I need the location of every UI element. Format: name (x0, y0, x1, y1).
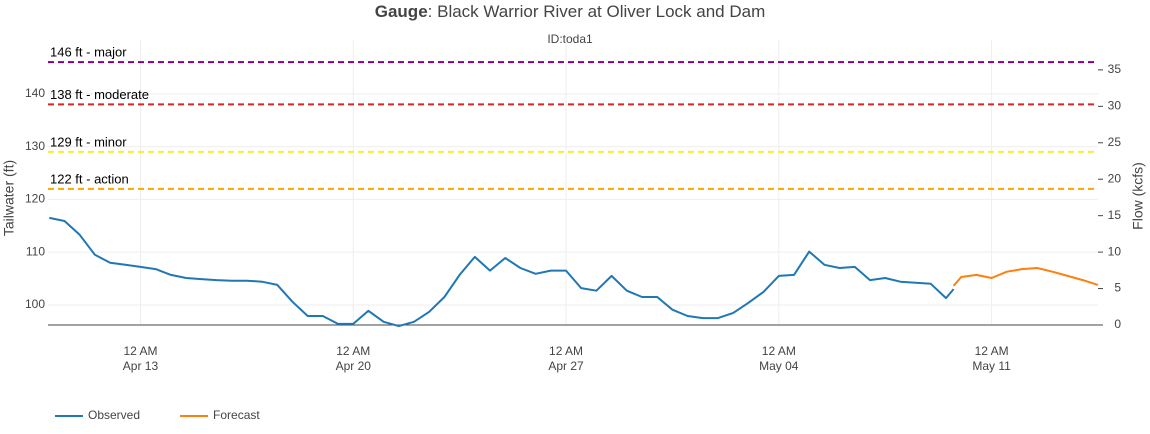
y2-tick-label: 0 (1114, 317, 1121, 331)
x-tick-label: 12 AM (549, 344, 583, 358)
y-tick-label: 140 (25, 86, 45, 100)
y-tick-label: 110 (26, 244, 45, 258)
x-tick-label: 12 AM (336, 344, 370, 358)
y-axis-title: Tailwater (ft) (1, 160, 17, 236)
y2-tick-label: 25 (1108, 135, 1122, 149)
subtitle: ID:toda1 (547, 32, 593, 46)
y2-tick-label: 5 (1114, 281, 1121, 295)
threshold-label: 129 ft - minor (50, 134, 127, 149)
y2-tick-label: 20 (1108, 171, 1122, 185)
threshold-label: 138 ft - moderate (50, 87, 149, 102)
x-tick-label: May 11 (972, 359, 1011, 373)
y2-tick-label: 15 (1108, 208, 1122, 222)
y2-axis-title: Flow (kcfs) (1130, 162, 1146, 230)
legend-label: Forecast (213, 408, 260, 422)
x-tick-label: 12 AM (975, 344, 1009, 358)
y2-tick-label: 10 (1108, 244, 1122, 258)
y2-tick-label: 30 (1108, 99, 1122, 113)
chart-title: Gauge: Black Warrior River at Oliver Loc… (375, 2, 765, 21)
x-tick-label: 12 AM (123, 344, 157, 358)
x-tick-label: May 04 (759, 359, 799, 373)
series-line (952, 267, 1099, 287)
series-line (49, 216, 955, 328)
y-tick-label: 130 (25, 139, 45, 153)
x-tick-label: Apr 27 (548, 359, 584, 373)
y2-tick-label: 35 (1108, 62, 1122, 76)
threshold-label: 146 ft - major (50, 45, 127, 60)
title-text: : Black Warrior River at Oliver Lock and… (428, 2, 766, 21)
title-prefix: Gauge (375, 2, 428, 21)
legend-label: Observed (88, 408, 140, 422)
x-tick-label: Apr 20 (336, 359, 372, 373)
y-tick-label: 120 (25, 192, 45, 206)
x-tick-label: Apr 13 (123, 359, 159, 373)
x-tick-label: 12 AM (762, 344, 796, 358)
y-tick-label: 100 (25, 297, 45, 311)
threshold-label: 122 ft - action (50, 171, 129, 186)
